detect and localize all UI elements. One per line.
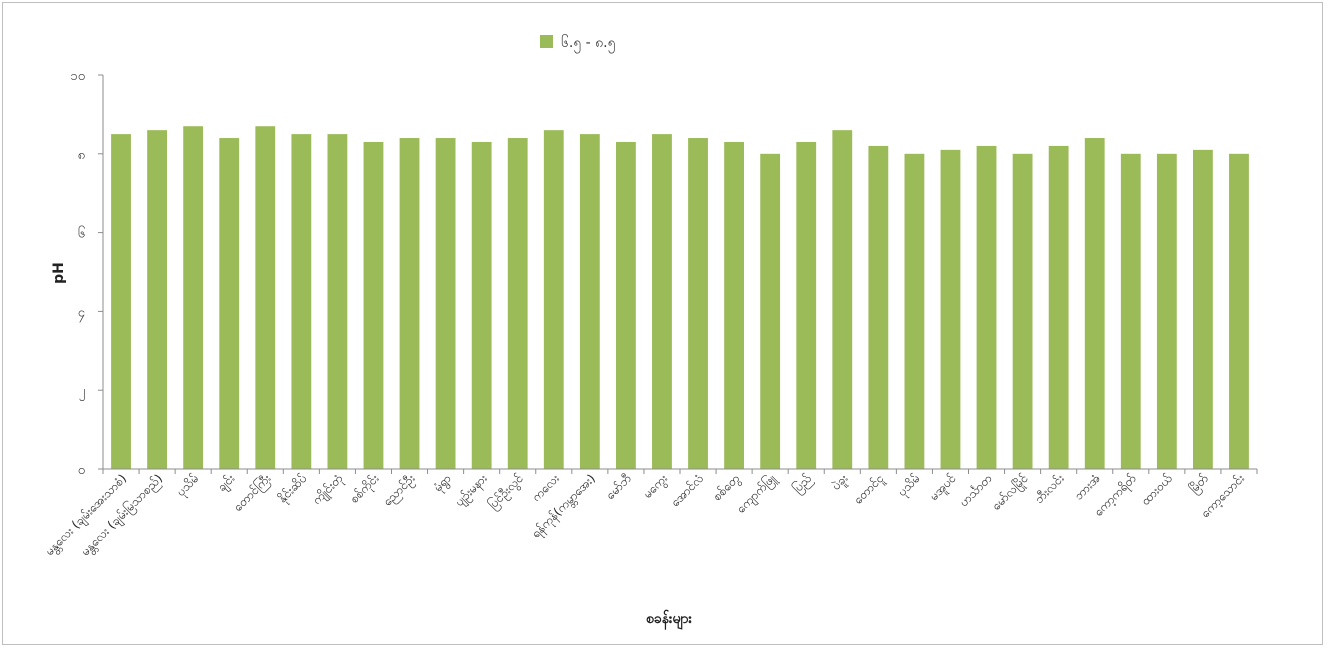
bar <box>940 149 961 470</box>
x-tick-label: ပြင်ဦးလွင် <box>484 470 528 514</box>
x-tick-label: ပြည် <box>789 470 817 498</box>
bar <box>1084 138 1105 470</box>
bar <box>1156 153 1177 470</box>
bar <box>327 134 348 469</box>
bar <box>1192 149 1213 470</box>
bar <box>147 130 168 469</box>
bar <box>1120 153 1141 470</box>
x-tick-label: ညောင်ဦး <box>380 471 420 511</box>
x-tick-label: တောင်ကြီး <box>229 470 275 516</box>
x-tick-label: အောင်လံ <box>667 471 706 510</box>
bar <box>724 141 745 470</box>
bars <box>111 126 1249 470</box>
x-tick-label: မအူပင် <box>926 471 961 506</box>
x-tick-label: ပျဉ်းမနား <box>451 471 492 512</box>
x-tick-label: စစ်ကိုင်း <box>346 471 383 508</box>
x-tick-label: ဘီးလင်း <box>1031 471 1067 507</box>
bar <box>904 153 925 470</box>
x-tick-label: ဘားအံ <box>1071 471 1103 503</box>
bar <box>291 134 312 469</box>
bar <box>111 134 131 469</box>
y-tick-label: ၆ <box>78 226 85 242</box>
bar <box>868 145 889 470</box>
x-tick-label: မြိတ် <box>1186 471 1213 498</box>
bar <box>796 141 817 470</box>
bar <box>652 134 672 469</box>
bar <box>435 138 456 470</box>
bar <box>579 134 600 469</box>
x-tick-label: ပုသိမ် <box>894 471 925 502</box>
bar <box>471 141 492 470</box>
x-tick-label: တောင်ငူ <box>850 471 889 510</box>
bar <box>1012 153 1033 470</box>
bar <box>399 138 420 470</box>
x-tick-label: ပုသိမ် <box>173 471 204 502</box>
x-tick-label: ချင်း <box>214 471 240 497</box>
bar <box>183 126 204 469</box>
bar <box>219 138 240 470</box>
bar <box>363 141 384 470</box>
bar <box>688 138 708 470</box>
bar-chart: ၆.၅ - ၈.၅ ၀ ၂ ၄ ၆ ၈ ၁၀ မန္တလေး (ချမ်းအေးသာစံ)… <box>41 35 1258 630</box>
x-tick-label: မုံရွာ <box>431 471 456 496</box>
y-axis: ၀ ၂ ၄ ၆ ၈ ၁၀ <box>70 69 104 478</box>
y-tick-label: ၁၀ <box>70 69 85 84</box>
x-tick-label: ထားဝယ် <box>1138 471 1175 508</box>
bar <box>1048 145 1069 470</box>
bar <box>976 145 997 470</box>
y-tick-label: ၄ <box>78 305 86 322</box>
bar <box>1229 153 1249 470</box>
x-axis: မန္တလေး (ချမ်းအေးသာစံ)မန္တလေး (ချမ်းမြသာ… <box>41 468 1258 561</box>
legend-swatch <box>540 35 553 48</box>
x-tick-label: ကျိုင်းတုံ <box>309 471 348 510</box>
x-tick-label: မော်လမြိုင် <box>988 470 1033 515</box>
y-tick-label: ၈ <box>78 148 85 163</box>
y-tick-label: ၀ <box>78 463 85 478</box>
bar <box>760 153 781 470</box>
bar <box>615 141 636 470</box>
bar <box>543 130 564 469</box>
y-tick-label: ၂ <box>79 384 85 401</box>
bar <box>255 126 276 469</box>
bar <box>507 138 528 470</box>
bar <box>832 130 853 469</box>
x-tick-label: မကွေး <box>640 471 672 503</box>
legend-label-series-0: ၆.၅ - ၈.၅ <box>561 35 616 53</box>
x-axis-title: စခန်းများ <box>646 610 693 630</box>
x-tick-label: နိုင်းဆိပ် <box>275 471 312 508</box>
x-tick-label: ပဲခူး <box>828 471 852 495</box>
y-axis-title: pH <box>51 262 67 284</box>
legend: ၆.၅ - ၈.၅ <box>540 35 616 53</box>
x-tick-label: မော်ဘီ <box>602 471 634 503</box>
x-tick-label: ကျောက်ဖြူ <box>732 469 781 518</box>
x-tick-label: ရန်ကုန်(ကမ္ဘာအေး) <box>528 471 600 543</box>
x-tick-label: ကလေး <box>529 471 562 504</box>
